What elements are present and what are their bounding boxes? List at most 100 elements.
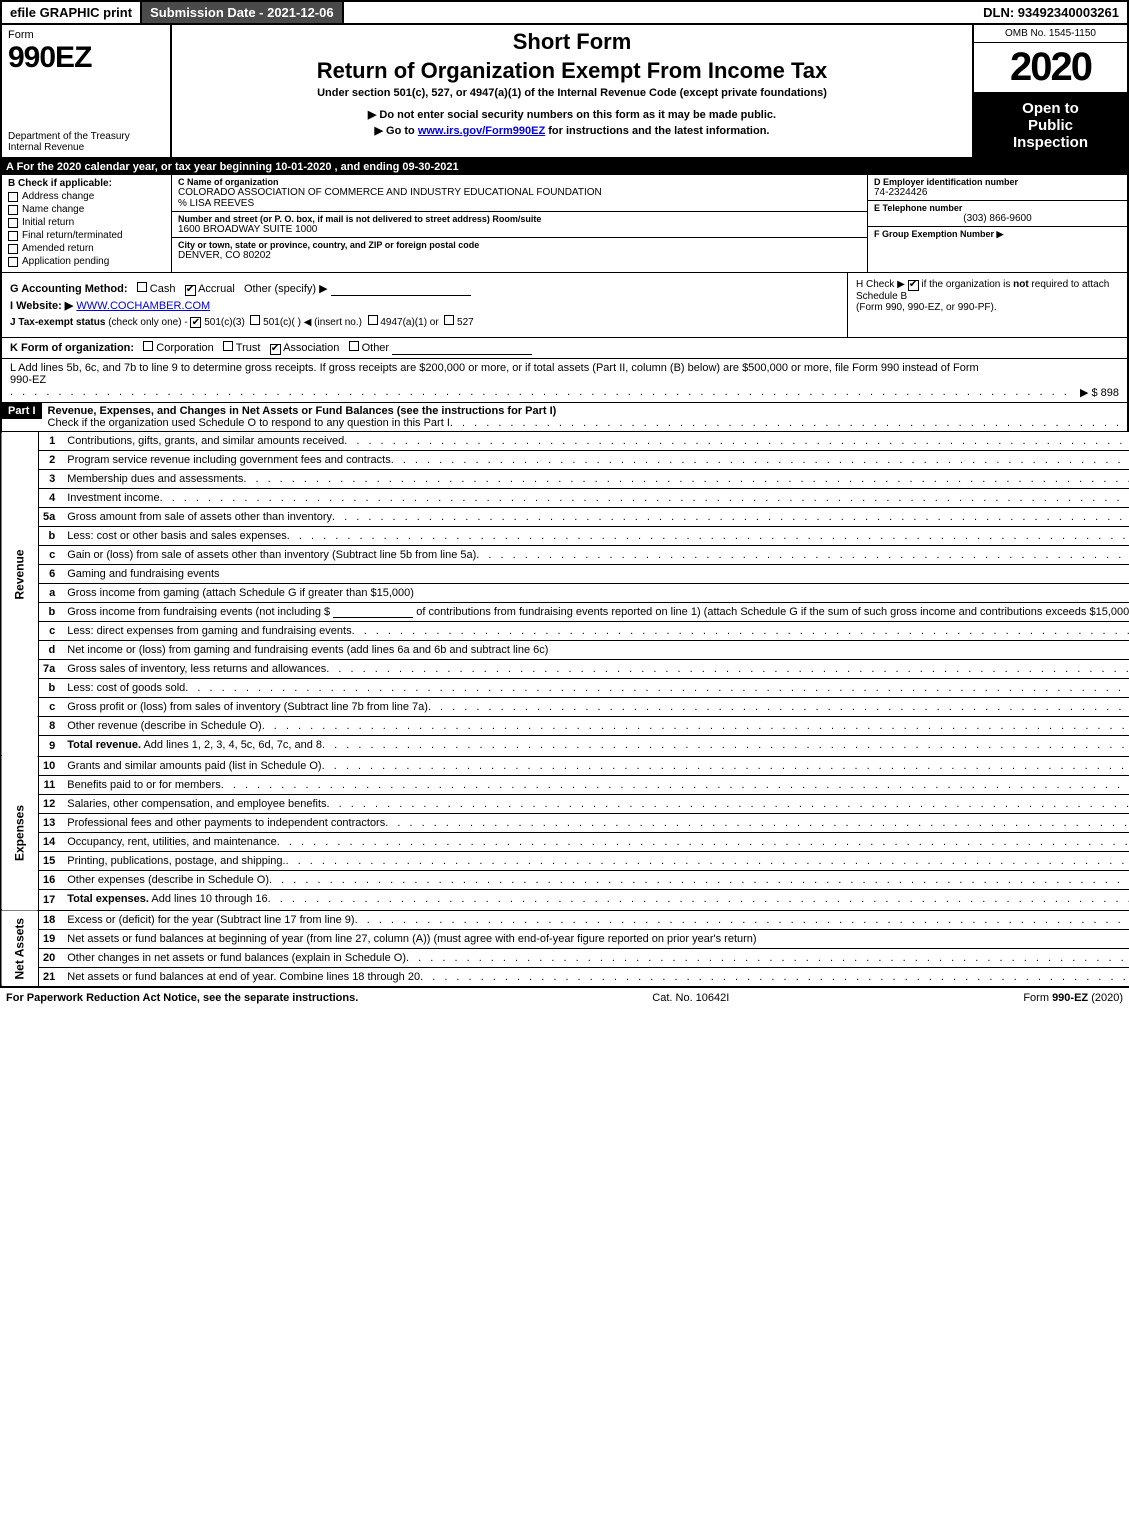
i-row: I Website: ▶ WWW.COCHAMBER.COM	[10, 299, 839, 312]
chk-final-return[interactable]: Final return/terminated	[8, 230, 165, 241]
checkbox-icon[interactable]	[223, 341, 233, 351]
line-20: 20 Other changes in net assets or fund b…	[1, 948, 1129, 967]
ein-row: D Employer identification number 74-2324…	[868, 175, 1127, 201]
open-label: Open to	[976, 100, 1125, 117]
line-num: 15	[39, 851, 64, 870]
chk-amended-return[interactable]: Amended return	[8, 243, 165, 254]
dots	[428, 701, 1129, 713]
line-2: 2 Program service revenue including gove…	[1, 450, 1129, 469]
dept-line2: Internal Revenue	[8, 142, 164, 153]
line-6b-blank[interactable]	[333, 606, 413, 618]
line-21: 21 Net assets or fund balances at end of…	[1, 967, 1129, 987]
line-items-table: Revenue 1 Contributions, gifts, grants, …	[0, 432, 1129, 988]
efile-print-label[interactable]: efile GRAPHIC print	[2, 2, 142, 23]
footer-right-pre: Form	[1023, 992, 1052, 1004]
line-desc: Other revenue (describe in Schedule O)	[67, 720, 261, 732]
department-label: Department of the Treasury Internal Reve…	[8, 131, 164, 153]
checkbox-icon[interactable]	[349, 341, 359, 351]
g-other-input[interactable]	[331, 284, 471, 296]
line-14: 14 Occupancy, rent, utilities, and maint…	[1, 832, 1129, 851]
k-other-input[interactable]	[392, 343, 532, 355]
chk-amended-return-label: Amended return	[22, 243, 94, 254]
checkbox-icon	[8, 244, 18, 254]
line-num: 3	[39, 469, 64, 488]
line-num: b	[39, 526, 64, 545]
checkbox-icon[interactable]	[143, 341, 153, 351]
phone-row: E Telephone number (303) 866-9600	[868, 201, 1127, 227]
line-8: 8 Other revenue (describe in Schedule O)…	[1, 716, 1129, 735]
line-desc: Grants and similar amounts paid (list in…	[67, 760, 321, 772]
line-7c: c Gross profit or (loss) from sales of i…	[1, 697, 1129, 716]
j-label: J Tax-exempt status	[10, 317, 105, 328]
phone-value: (303) 866-9600	[874, 213, 1121, 224]
checkbox-icon[interactable]	[444, 315, 454, 325]
line-desc: Professional fees and other payments to …	[67, 817, 385, 829]
chk-address-change[interactable]: Address change	[8, 191, 165, 202]
chk-application-pending-label: Application pending	[22, 256, 109, 267]
line-7b: b Less: cost of goods sold 7b 0	[1, 678, 1129, 697]
line-6b-desc: Gross income from fundraising events (no…	[63, 602, 1129, 621]
org-name-label: C Name of organization	[178, 177, 861, 187]
entity-right: D Employer identification number 74-2324…	[867, 175, 1127, 272]
checkbox-icon[interactable]	[368, 315, 378, 325]
checkbox-icon[interactable]	[250, 315, 260, 325]
j-row: J Tax-exempt status (check only one) - 5…	[10, 315, 839, 329]
submission-date: Submission Date - 2021-12-06	[142, 2, 344, 23]
line-4: 4 Investment income 4 3	[1, 488, 1129, 507]
line-num: 13	[39, 813, 64, 832]
line-desc: Total revenue.	[67, 739, 141, 751]
line-num: 19	[39, 929, 64, 948]
dots	[10, 386, 1074, 399]
inspection-label: Inspection	[976, 134, 1125, 151]
line-11: 11 Benefits paid to or for members 11	[1, 775, 1129, 794]
goto-line: ▶ Go to www.irs.gov/Form990EZ for instru…	[178, 124, 966, 137]
line-desc: Occupancy, rent, utilities, and maintena…	[67, 836, 277, 848]
line-desc: Investment income	[67, 492, 159, 504]
part1-title-cell: Revenue, Expenses, and Changes in Net As…	[42, 403, 1129, 431]
line-desc: Gross income from gaming (attach Schedul…	[67, 587, 414, 599]
chk-application-pending[interactable]: Application pending	[8, 256, 165, 267]
chk-initial-return[interactable]: Initial return	[8, 217, 165, 228]
checkbox-checked-icon[interactable]	[270, 344, 281, 355]
line-desc: Gross amount from sale of assets other t…	[67, 511, 332, 523]
page-footer: For Paperwork Reduction Act Notice, see …	[0, 988, 1129, 1008]
return-title: Return of Organization Exempt From Incom…	[178, 58, 966, 84]
checkbox-icon[interactable]	[137, 282, 147, 292]
website-link[interactable]: WWW.COCHAMBER.COM	[76, 300, 210, 312]
do-not-enter: ▶ Do not enter social security numbers o…	[178, 108, 966, 121]
line-desc: Net assets or fund balances at end of ye…	[67, 971, 420, 983]
entity-center: C Name of organization COLORADO ASSOCIAT…	[172, 175, 867, 272]
entity-block: B Check if applicable: Address change Na…	[0, 175, 1129, 273]
checkbox-icon	[8, 205, 18, 215]
g-accrual: Accrual	[198, 283, 235, 295]
line-desc: Net income or (loss) from gaming and fun…	[67, 644, 548, 656]
topbar-spacer	[344, 2, 976, 23]
line-17: 17 Total expenses. Add lines 10 through …	[1, 889, 1129, 910]
line-desc: Gross profit or (loss) from sales of inv…	[67, 701, 428, 713]
tax-period: A For the 2020 calendar year, or tax yea…	[0, 159, 1129, 175]
line-num: b	[39, 678, 64, 697]
checkbox-checked-icon[interactable]	[190, 317, 201, 328]
checkbox-icon	[8, 231, 18, 241]
checkbox-icon	[8, 257, 18, 267]
k-assoc: Association	[283, 342, 339, 354]
line-desc: Excess or (deficit) for the year (Subtra…	[67, 914, 354, 926]
checkbox-checked-icon[interactable]	[908, 280, 919, 291]
dots	[277, 836, 1129, 848]
line-1: Revenue 1 Contributions, gifts, grants, …	[1, 432, 1129, 451]
chk-name-change-label: Name change	[22, 204, 84, 215]
goto-link[interactable]: www.irs.gov/Form990EZ	[418, 125, 545, 137]
city-row: City or town, state or province, country…	[172, 238, 867, 263]
line-num: 4	[39, 488, 64, 507]
dots	[286, 855, 1129, 867]
line-num: c	[39, 621, 64, 640]
k-other: Other	[362, 342, 390, 354]
dots	[268, 893, 1129, 907]
k-row: K Form of organization: Corporation Trus…	[0, 338, 1129, 359]
line-15: 15 Printing, publications, postage, and …	[1, 851, 1129, 870]
chk-final-return-label: Final return/terminated	[22, 230, 123, 241]
chk-name-change[interactable]: Name change	[8, 204, 165, 215]
checkbox-checked-icon[interactable]	[185, 285, 196, 296]
l-row: L Add lines 5b, 6c, and 7b to line 9 to …	[0, 359, 1129, 403]
line-desc: Less: cost of goods sold	[67, 682, 185, 694]
